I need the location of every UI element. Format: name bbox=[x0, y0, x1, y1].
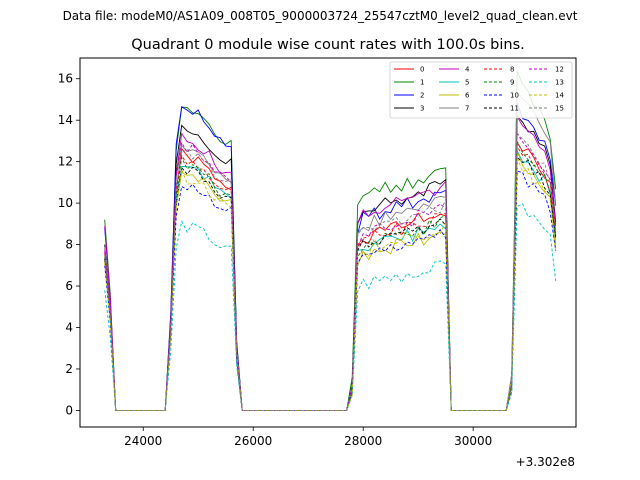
y-tick-label-6: 12 bbox=[58, 155, 73, 169]
plot-frame bbox=[79, 57, 577, 428]
x-tick-label-0: 24000 bbox=[124, 434, 162, 448]
legend-label-6: 6 bbox=[465, 92, 470, 100]
legend-label-13: 13 bbox=[555, 79, 564, 87]
legend-box bbox=[389, 61, 573, 119]
series-line-15 bbox=[104, 132, 557, 411]
series-line-11 bbox=[104, 156, 557, 411]
legend-label-15: 15 bbox=[555, 105, 564, 113]
legend-label-1: 1 bbox=[420, 79, 424, 87]
x-tick-label-3: 30000 bbox=[454, 434, 492, 448]
plot-area bbox=[80, 58, 576, 427]
legend-label-12: 12 bbox=[555, 66, 564, 74]
chart-title: Quadrant 0 module wise count rates with … bbox=[131, 37, 525, 53]
legend-label-10: 10 bbox=[510, 92, 519, 100]
legend-label-14: 14 bbox=[555, 92, 564, 100]
y-tick-label-5: 10 bbox=[58, 196, 73, 210]
y-tick-label-3: 6 bbox=[65, 279, 73, 293]
legend-label-2: 2 bbox=[420, 92, 424, 100]
legend-label-0: 0 bbox=[420, 66, 424, 74]
y-tick-label-7: 14 bbox=[58, 113, 73, 127]
y-tick-label-1: 2 bbox=[65, 362, 73, 376]
y-tick-label-4: 8 bbox=[65, 238, 73, 252]
x-tick-label-2: 28000 bbox=[344, 434, 382, 448]
legend-label-7: 7 bbox=[465, 105, 469, 113]
y-tick-label-8: 16 bbox=[58, 72, 73, 86]
y-tick-label-2: 4 bbox=[65, 320, 73, 334]
x-offset-label: +3.302e8 bbox=[516, 455, 575, 469]
legend-label-4: 4 bbox=[465, 66, 470, 74]
legend-label-9: 9 bbox=[510, 79, 514, 87]
y-tick-label-0: 0 bbox=[65, 403, 73, 417]
legend-label-8: 8 bbox=[510, 66, 514, 74]
x-tick-label-1: 26000 bbox=[234, 434, 272, 448]
legend-label-3: 3 bbox=[420, 105, 424, 113]
chart-suptitle: Data file: modeM0/AS1A09_008T05_90000037… bbox=[63, 9, 578, 23]
series-layer bbox=[104, 70, 557, 411]
legend-label-11: 11 bbox=[510, 105, 519, 113]
legend-label-5: 5 bbox=[465, 79, 469, 87]
